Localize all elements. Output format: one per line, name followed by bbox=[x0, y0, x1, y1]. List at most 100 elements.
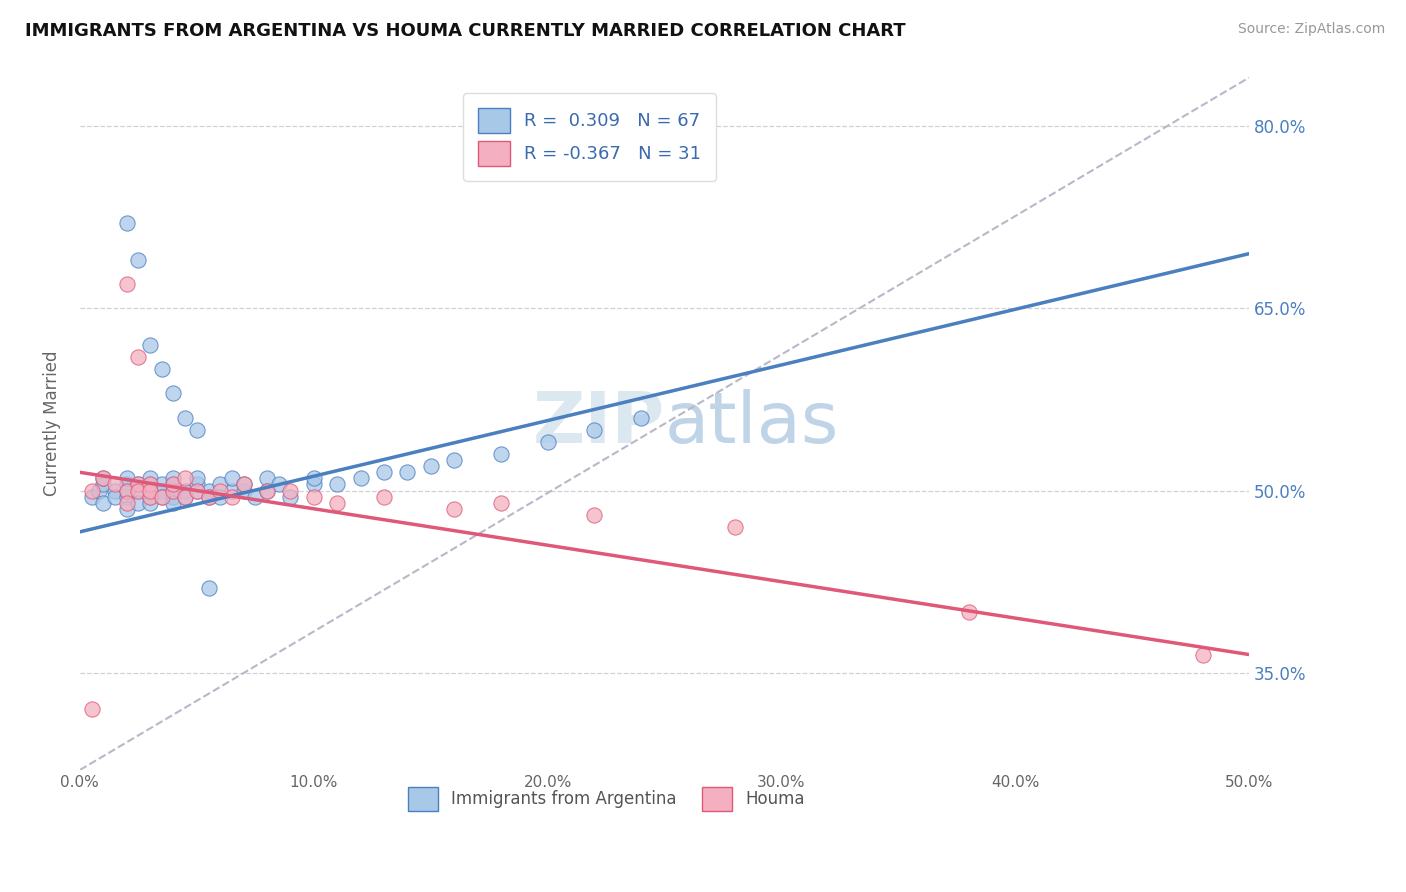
Point bbox=[232, 477, 254, 491]
Point bbox=[174, 410, 197, 425]
Y-axis label: Currently Married: Currently Married bbox=[44, 351, 60, 497]
Point bbox=[150, 483, 173, 498]
Point bbox=[139, 490, 162, 504]
Point bbox=[280, 483, 302, 498]
Point bbox=[489, 496, 512, 510]
Point bbox=[127, 252, 149, 267]
Point bbox=[91, 471, 114, 485]
Point bbox=[232, 483, 254, 498]
Point bbox=[197, 490, 219, 504]
Point bbox=[127, 477, 149, 491]
Point bbox=[104, 483, 127, 498]
Point bbox=[80, 702, 103, 716]
Point bbox=[232, 477, 254, 491]
Point bbox=[115, 490, 138, 504]
Point bbox=[326, 496, 349, 510]
Point bbox=[186, 423, 208, 437]
Point bbox=[443, 453, 465, 467]
Point bbox=[267, 477, 290, 491]
Point bbox=[209, 483, 232, 498]
Point bbox=[127, 483, 149, 498]
Point bbox=[724, 520, 747, 534]
Text: ZIP: ZIP bbox=[533, 389, 665, 458]
Point bbox=[256, 483, 278, 498]
Point bbox=[87, 483, 110, 498]
Point bbox=[174, 490, 197, 504]
Point bbox=[91, 496, 114, 510]
Point bbox=[80, 483, 103, 498]
Point bbox=[197, 490, 219, 504]
Point bbox=[127, 496, 149, 510]
Point bbox=[256, 483, 278, 498]
Point bbox=[583, 423, 606, 437]
Point bbox=[91, 471, 114, 485]
Point bbox=[115, 216, 138, 230]
Point bbox=[209, 477, 232, 491]
Point bbox=[162, 496, 184, 510]
Point bbox=[443, 501, 465, 516]
Point bbox=[162, 386, 184, 401]
Point bbox=[957, 605, 980, 619]
Point bbox=[162, 490, 184, 504]
Point bbox=[139, 490, 162, 504]
Point bbox=[115, 496, 138, 510]
Point bbox=[80, 490, 103, 504]
Legend: Immigrants from Argentina, Houma: Immigrants from Argentina, Houma bbox=[395, 773, 818, 824]
Point bbox=[91, 477, 114, 491]
Point bbox=[104, 490, 127, 504]
Point bbox=[221, 483, 243, 498]
Text: IMMIGRANTS FROM ARGENTINA VS HOUMA CURRENTLY MARRIED CORRELATION CHART: IMMIGRANTS FROM ARGENTINA VS HOUMA CURRE… bbox=[25, 22, 905, 40]
Point bbox=[139, 490, 162, 504]
Point bbox=[115, 277, 138, 291]
Point bbox=[104, 477, 127, 491]
Point bbox=[630, 410, 652, 425]
Point bbox=[221, 471, 243, 485]
Point bbox=[221, 490, 243, 504]
Point bbox=[186, 477, 208, 491]
Point bbox=[162, 477, 184, 491]
Point bbox=[373, 466, 395, 480]
Point bbox=[162, 483, 184, 498]
Point bbox=[419, 459, 441, 474]
Point bbox=[150, 362, 173, 376]
Point bbox=[150, 477, 173, 491]
Point bbox=[150, 490, 173, 504]
Point bbox=[245, 490, 267, 504]
Point bbox=[162, 471, 184, 485]
Point bbox=[115, 477, 138, 491]
Point bbox=[197, 483, 219, 498]
Point bbox=[396, 466, 419, 480]
Point bbox=[302, 471, 325, 485]
Point bbox=[127, 477, 149, 491]
Point bbox=[162, 477, 184, 491]
Point bbox=[186, 471, 208, 485]
Point bbox=[174, 471, 197, 485]
Point bbox=[115, 483, 138, 498]
Point bbox=[174, 490, 197, 504]
Text: atlas: atlas bbox=[665, 389, 839, 458]
Point bbox=[162, 483, 184, 498]
Point bbox=[373, 490, 395, 504]
Point bbox=[1191, 648, 1213, 662]
Point bbox=[139, 477, 162, 491]
Point bbox=[150, 490, 173, 504]
Point bbox=[127, 483, 149, 498]
Point bbox=[139, 483, 162, 498]
Point bbox=[139, 483, 162, 498]
Point bbox=[326, 477, 349, 491]
Point bbox=[536, 434, 558, 449]
Point bbox=[115, 501, 138, 516]
Point bbox=[139, 496, 162, 510]
Point bbox=[174, 483, 197, 498]
Point bbox=[115, 483, 138, 498]
Point bbox=[115, 471, 138, 485]
Point bbox=[302, 477, 325, 491]
Point bbox=[139, 477, 162, 491]
Point bbox=[302, 490, 325, 504]
Point bbox=[197, 581, 219, 595]
Point bbox=[280, 490, 302, 504]
Point bbox=[186, 483, 208, 498]
Point bbox=[489, 447, 512, 461]
Point bbox=[583, 508, 606, 522]
Point bbox=[349, 471, 371, 485]
